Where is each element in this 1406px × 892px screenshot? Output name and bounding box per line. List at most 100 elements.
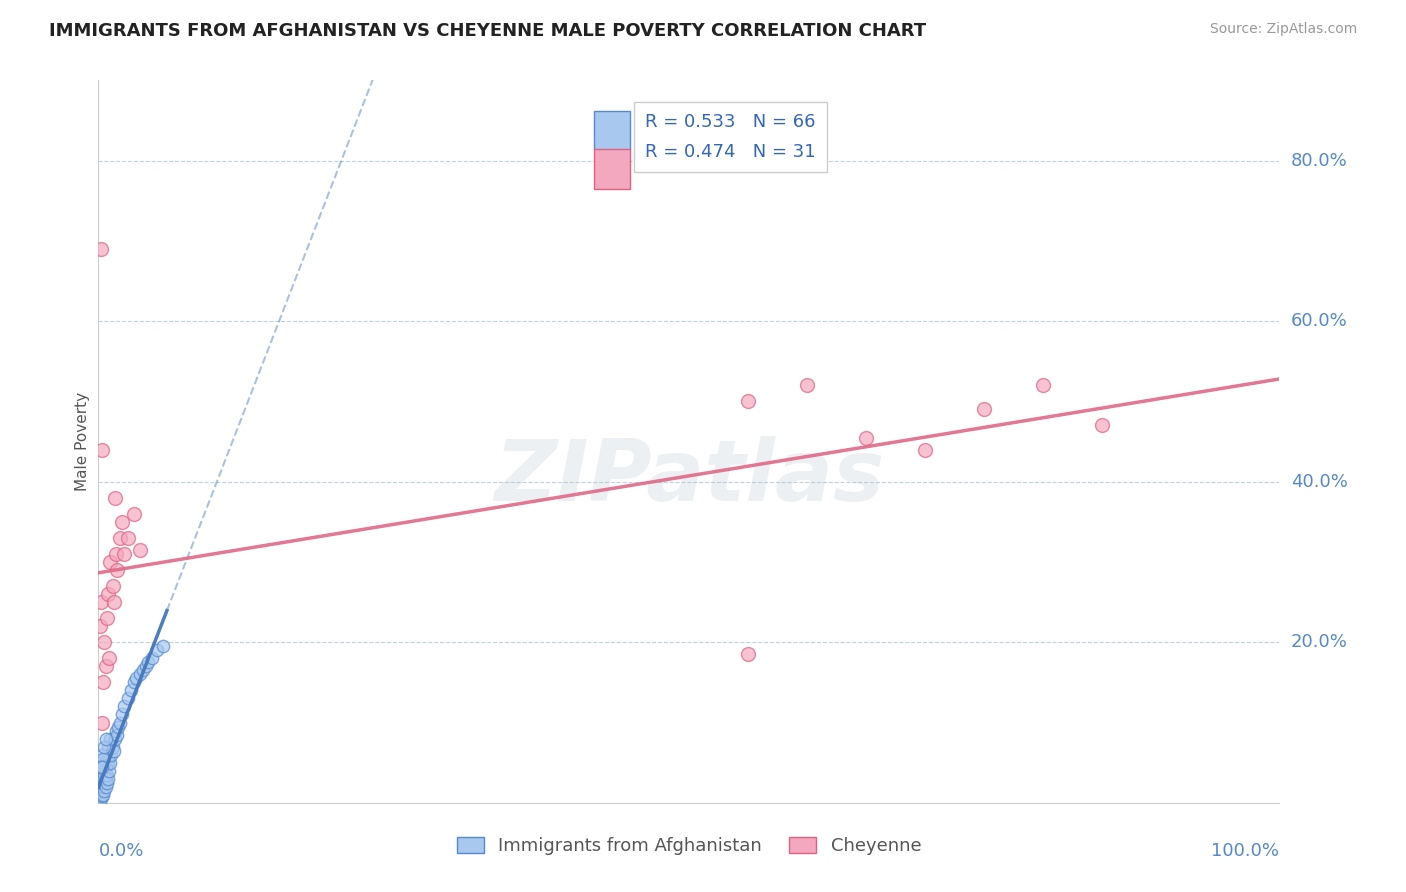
FancyBboxPatch shape	[595, 111, 630, 151]
Text: 40.0%: 40.0%	[1291, 473, 1347, 491]
Point	[91, 760, 114, 774]
FancyBboxPatch shape	[595, 149, 630, 189]
Legend: Immigrants from Afghanistan, Cheyenne: Immigrants from Afghanistan, Cheyenne	[450, 830, 928, 863]
Text: 0.0%: 0.0%	[98, 842, 143, 860]
Point	[737, 394, 759, 409]
Point	[94, 659, 117, 673]
Point	[105, 563, 128, 577]
Point	[89, 619, 111, 633]
Point	[90, 764, 112, 778]
Point	[91, 756, 114, 770]
Point	[103, 595, 125, 609]
Point	[105, 723, 128, 738]
Point	[98, 555, 121, 569]
Point	[141, 651, 163, 665]
Point	[98, 756, 121, 770]
Point	[89, 789, 111, 804]
Point	[96, 611, 118, 625]
Point	[91, 675, 114, 690]
Point	[93, 756, 115, 770]
Point	[121, 683, 143, 698]
Point	[112, 699, 135, 714]
Point	[90, 788, 112, 802]
Point	[135, 659, 157, 673]
Point	[132, 664, 155, 678]
Point	[91, 784, 114, 798]
Point	[146, 643, 169, 657]
Point	[122, 675, 145, 690]
Text: IMMIGRANTS FROM AFGHANISTAN VS CHEYENNE MALE POVERTY CORRELATION CHART: IMMIGRANTS FROM AFGHANISTAN VS CHEYENNE …	[49, 22, 927, 40]
Point	[91, 776, 114, 790]
Point	[96, 751, 118, 765]
Y-axis label: Male Poverty: Male Poverty	[75, 392, 90, 491]
Point	[128, 667, 150, 681]
Point	[89, 792, 111, 806]
Point	[93, 784, 115, 798]
Point	[89, 786, 111, 800]
Point	[96, 776, 118, 790]
Point	[108, 715, 131, 730]
Text: 80.0%: 80.0%	[1291, 152, 1347, 169]
Point	[125, 671, 148, 685]
Point	[90, 780, 112, 794]
Point	[105, 547, 128, 561]
Point	[90, 792, 112, 806]
Point	[94, 772, 117, 786]
Point	[93, 739, 115, 754]
Point	[108, 531, 131, 545]
Point	[101, 739, 124, 754]
Point	[91, 788, 114, 802]
Point	[111, 515, 134, 529]
Point	[94, 731, 117, 746]
Point	[103, 744, 125, 758]
Point	[91, 772, 114, 786]
Point	[973, 402, 995, 417]
Point	[914, 442, 936, 457]
Point	[107, 719, 129, 733]
Point	[89, 780, 111, 794]
Text: Source: ZipAtlas.com: Source: ZipAtlas.com	[1209, 22, 1357, 37]
Point	[98, 651, 121, 665]
Point	[93, 776, 115, 790]
Point	[100, 747, 122, 762]
Point	[94, 780, 117, 794]
Point	[89, 784, 111, 798]
Point	[737, 648, 759, 662]
Point	[104, 491, 127, 505]
Point	[89, 776, 111, 790]
Text: 100.0%: 100.0%	[1212, 842, 1279, 860]
Point	[98, 747, 121, 762]
Point	[105, 728, 128, 742]
Point	[91, 715, 114, 730]
Point	[91, 751, 114, 765]
Point	[97, 587, 120, 601]
Point	[90, 242, 112, 256]
Point	[152, 639, 174, 653]
Point	[91, 747, 114, 762]
Point	[796, 378, 818, 392]
Point	[98, 764, 121, 778]
Point	[91, 442, 114, 457]
Point	[91, 789, 114, 804]
Point	[93, 635, 115, 649]
Point	[90, 772, 112, 786]
Point	[97, 739, 120, 754]
Point	[91, 780, 114, 794]
Point	[93, 767, 115, 781]
Point	[90, 760, 112, 774]
Point	[855, 430, 877, 444]
Point	[101, 579, 124, 593]
Text: R = 0.533   N = 66
R = 0.474   N = 31: R = 0.533 N = 66 R = 0.474 N = 31	[645, 112, 815, 161]
Text: ZIPatlas: ZIPatlas	[494, 436, 884, 519]
Text: 60.0%: 60.0%	[1291, 312, 1347, 330]
Point	[1091, 418, 1114, 433]
Point	[90, 784, 112, 798]
Point	[1032, 378, 1054, 392]
Point	[91, 764, 114, 778]
Point	[91, 780, 114, 794]
Point	[98, 731, 121, 746]
Text: 20.0%: 20.0%	[1291, 633, 1347, 651]
Point	[111, 707, 134, 722]
Point	[90, 595, 112, 609]
Point	[112, 547, 135, 561]
